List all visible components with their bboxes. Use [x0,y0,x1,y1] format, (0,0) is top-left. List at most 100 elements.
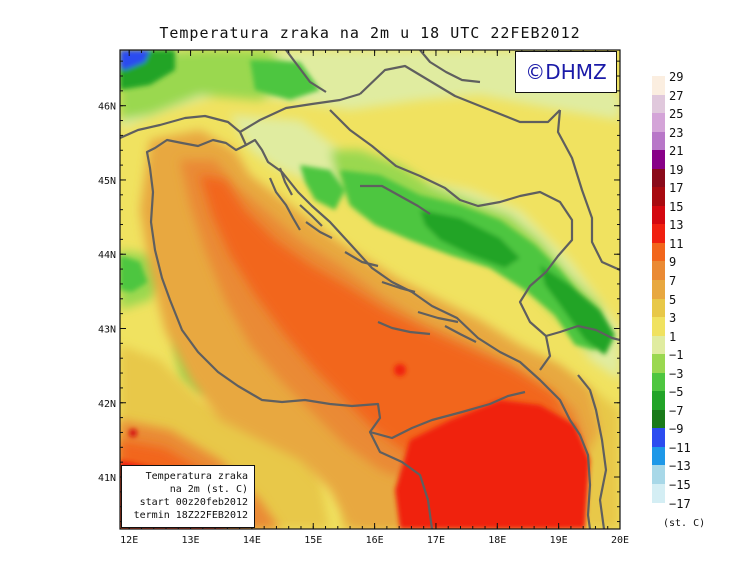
colorbar-level: −15 [652,478,712,503]
colorbar-swatch [652,242,665,262]
colorbar-level: 15 [652,200,712,225]
colorbar-swatch [652,317,665,336]
colorbar-level: −17 [652,497,712,522]
colorbar-swatch [652,391,665,410]
colorbar-swatch [652,187,665,206]
gargano-coast [369,390,526,440]
colorbar-swatch [652,131,665,151]
x-tick-label: 19E [550,535,568,546]
x-tick-label: 17E [427,535,445,546]
border-albania [577,374,608,529]
colorbar-swatch [652,409,665,429]
colorbar-level: −13 [652,459,712,485]
colorbar-level: −9 [652,422,712,447]
colorbar-label: 29 [669,70,684,84]
colorbar-swatch [652,94,665,114]
colorbar-label: 3 [669,311,677,326]
italy-coast [120,114,434,529]
colorbar-level: 11 [652,237,712,262]
colorbar-units: (st. C) [663,518,706,529]
colorbar-label: −11 [669,440,691,455]
colorbar-label: −15 [669,478,691,493]
colorbar-label: 19 [669,162,684,177]
colorbar-swatch [652,335,665,355]
y-tick-label: 43N [98,324,116,335]
colorbar-swatch [652,354,665,373]
border-croatia-bosnia [329,109,574,371]
colorbar-level: −3 [652,367,712,392]
info-line-3: start 00z20feb2012 [139,497,248,508]
coastlines [120,50,620,529]
y-tick-label: 45N [98,176,116,187]
colorbar-label: 17 [669,181,684,196]
colorbar-level: 17 [652,181,712,206]
colorbar-label: 27 [669,88,684,103]
x-tick-label: 18E [488,535,506,546]
info-line-1: Temperatura zraka [145,471,248,482]
border-montenegro [545,324,620,342]
info-line-2: na 2m (st. C) [169,484,248,495]
colorbar-level: 13 [652,218,712,243]
colorbar-swatch [652,205,665,225]
info-line-4: termin 18Z22FEB2012 [133,510,248,521]
colorbar-level: 29 [652,70,712,95]
y-tick-label: 41N [98,473,116,484]
colorbar-label: −13 [669,459,691,474]
colorbar-label: 21 [669,144,684,159]
colorbar-swatch [652,465,665,485]
info-box: Temperatura zraka na 2m (st. C) start 00… [121,465,255,528]
map-title: Temperatura zraka na 2m u 18 UTC 22FEB20… [159,24,581,42]
colorbar-swatch [652,372,665,392]
colorbar-swatch [652,261,665,281]
colorbar-level: 3 [652,311,712,336]
border-slovenia [239,92,361,133]
colorbar-label: −17 [669,496,691,511]
colorbar-level: −11 [652,441,712,466]
colorbar-swatch [652,168,665,188]
colorbar-level: −5 [652,385,712,410]
colorbar-swatch [652,446,665,466]
colorbar-swatch [652,76,665,95]
colorbar-label: −9 [669,422,684,437]
colorbar-level: −1 [652,348,712,373]
colorbar-level: 7 [652,274,712,299]
colorbar-swatch [652,428,665,447]
x-tick-label: 20E [611,535,629,546]
temperature-field [120,50,620,529]
colorbar-label: 9 [669,255,677,270]
y-tick-label: 44N [98,250,116,261]
colorbar-label: 7 [669,274,677,289]
colorbar-label: 5 [669,292,677,307]
colorbar-level: −7 [652,404,712,429]
colorbar-level: 1 [652,330,712,355]
colorbar-label: 13 [669,218,684,233]
colorbar-level: 19 [652,163,712,188]
colorbar-level: 9 [652,255,712,281]
colorbar-level: 5 [652,293,712,318]
colorbar-swatch [652,113,665,132]
colorbar-level: 25 [652,107,712,132]
x-tick-label: 14E [243,535,261,546]
border-croatia-north [359,64,561,124]
colorbar-label: 1 [669,329,677,344]
dhmz-logo: ©DHMZ [515,51,617,93]
colorbar-label: −1 [669,348,684,363]
colorbar-swatch [652,150,665,169]
x-tick-label: 13E [182,535,200,546]
colorbar-level: 27 [652,89,712,114]
colorbar-swatch [652,224,665,243]
x-tick-label: 12E [120,535,138,546]
x-tick-label: 16E [366,535,384,546]
colorbar-label: −5 [669,385,684,400]
colorbar-swatch [652,298,665,318]
y-tick-label: 42N [98,399,116,410]
y-tick-label: 46N [98,102,116,113]
border-croatia-south [360,184,431,215]
axis-labels: 12E 13E 14E 15E 16E 17E 18E 19E 20E 41N 42N 43N 44N 4… [98,102,629,546]
colorbar-label: 23 [669,125,684,140]
colorbar: 29 27 25 23 21 19 17 15 13 11 9 7 5 3 1 −1 −3 −5 −7 −9 −11 −1… [652,70,712,522]
colorbar-label: −7 [669,403,684,418]
islands-2 [344,251,477,343]
colorbar-swatch [652,484,665,503]
